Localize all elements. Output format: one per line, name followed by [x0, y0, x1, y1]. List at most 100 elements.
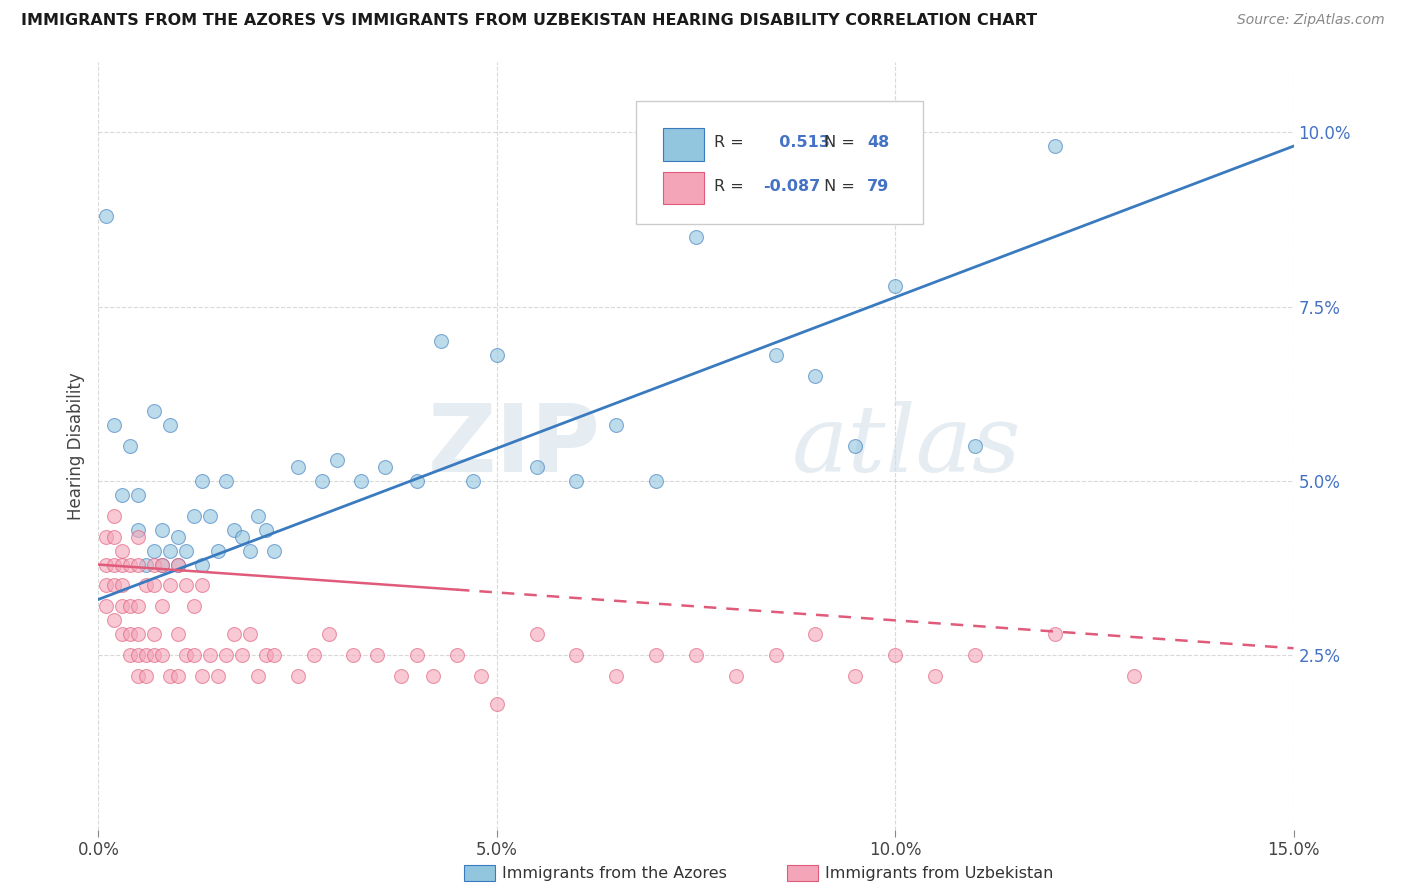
Point	[406, 474, 429, 488]
Point	[485, 697, 508, 711]
Point	[111, 578, 134, 592]
Point	[685, 648, 707, 663]
Point	[143, 558, 166, 572]
Point	[183, 599, 205, 614]
Point	[446, 648, 468, 663]
Point	[103, 578, 125, 592]
Point	[96, 599, 118, 614]
Point	[111, 627, 134, 641]
Point	[143, 627, 166, 641]
FancyBboxPatch shape	[662, 172, 704, 204]
Text: 79: 79	[868, 179, 889, 194]
Point	[406, 648, 429, 663]
Point	[96, 530, 118, 544]
Point	[191, 578, 214, 592]
Point	[222, 523, 245, 537]
Point	[963, 439, 986, 453]
Point	[350, 474, 373, 488]
Point	[804, 369, 827, 384]
Point	[724, 669, 747, 683]
Point	[302, 648, 325, 663]
Point	[174, 648, 197, 663]
Point	[605, 418, 627, 433]
Point	[111, 488, 134, 502]
Point	[127, 669, 149, 683]
Point	[207, 543, 229, 558]
Point	[135, 558, 157, 572]
Point	[924, 669, 946, 683]
Text: Immigrants from Uzbekistan: Immigrants from Uzbekistan	[825, 866, 1053, 880]
Point	[844, 669, 866, 683]
Point	[1043, 627, 1066, 641]
Point	[159, 669, 181, 683]
Point	[120, 558, 142, 572]
Text: N =: N =	[820, 179, 855, 194]
Point	[159, 578, 181, 592]
Point	[804, 627, 827, 641]
Point	[159, 418, 181, 433]
Point	[96, 578, 118, 592]
Point	[191, 558, 214, 572]
Text: Immigrants from the Azores: Immigrants from the Azores	[502, 866, 727, 880]
Point	[318, 627, 340, 641]
Point	[127, 558, 149, 572]
Point	[765, 648, 787, 663]
Point	[430, 334, 453, 349]
Point	[198, 648, 221, 663]
Point	[526, 459, 548, 474]
Point	[326, 453, 349, 467]
Point	[374, 459, 396, 474]
Point	[207, 669, 229, 683]
Point	[143, 578, 166, 592]
Point	[884, 648, 907, 663]
Point	[143, 404, 166, 418]
Point	[198, 508, 221, 523]
Point	[526, 627, 548, 641]
Point	[150, 558, 173, 572]
Point	[389, 669, 412, 683]
Point	[111, 543, 134, 558]
Point	[135, 648, 157, 663]
Point	[150, 558, 173, 572]
Point	[222, 627, 245, 641]
Point	[246, 508, 269, 523]
Point	[287, 459, 309, 474]
Point	[231, 648, 253, 663]
Point	[96, 558, 118, 572]
Text: 0.513: 0.513	[768, 136, 830, 151]
Point	[605, 669, 627, 683]
Text: N =: N =	[820, 136, 855, 151]
Point	[174, 578, 197, 592]
Text: atlas: atlas	[792, 401, 1021, 491]
Point	[191, 669, 214, 683]
Point	[159, 543, 181, 558]
Point	[103, 508, 125, 523]
Point	[239, 627, 262, 641]
Point	[342, 648, 364, 663]
Point	[127, 530, 149, 544]
Point	[263, 648, 285, 663]
Point	[765, 348, 787, 362]
Point	[120, 439, 142, 453]
FancyBboxPatch shape	[637, 101, 922, 224]
Point	[239, 543, 262, 558]
Text: R =: R =	[714, 179, 744, 194]
Point	[127, 599, 149, 614]
Point	[963, 648, 986, 663]
Point	[103, 613, 125, 627]
Point	[120, 627, 142, 641]
Point	[231, 530, 253, 544]
Point	[143, 648, 166, 663]
Point	[111, 599, 134, 614]
Point	[167, 669, 190, 683]
Text: IMMIGRANTS FROM THE AZORES VS IMMIGRANTS FROM UZBEKISTAN HEARING DISABILITY CORR: IMMIGRANTS FROM THE AZORES VS IMMIGRANTS…	[21, 13, 1038, 29]
Text: Source: ZipAtlas.com: Source: ZipAtlas.com	[1237, 13, 1385, 28]
Point	[311, 474, 333, 488]
Point	[127, 488, 149, 502]
Point	[1043, 139, 1066, 153]
Point	[645, 648, 668, 663]
Point	[884, 278, 907, 293]
Point	[167, 558, 190, 572]
FancyBboxPatch shape	[662, 128, 704, 161]
Point	[287, 669, 309, 683]
